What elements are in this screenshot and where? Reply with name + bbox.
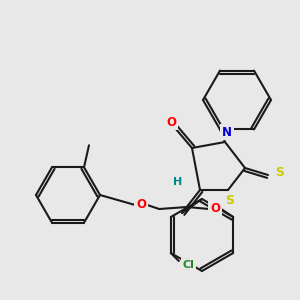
- Text: O: O: [166, 116, 176, 128]
- Text: N: N: [222, 125, 232, 139]
- Text: S: S: [226, 194, 235, 206]
- Text: S: S: [275, 167, 284, 179]
- Text: O: O: [210, 202, 220, 215]
- Text: Cl: Cl: [183, 260, 195, 270]
- Text: O: O: [136, 199, 146, 212]
- Text: H: H: [173, 177, 183, 187]
